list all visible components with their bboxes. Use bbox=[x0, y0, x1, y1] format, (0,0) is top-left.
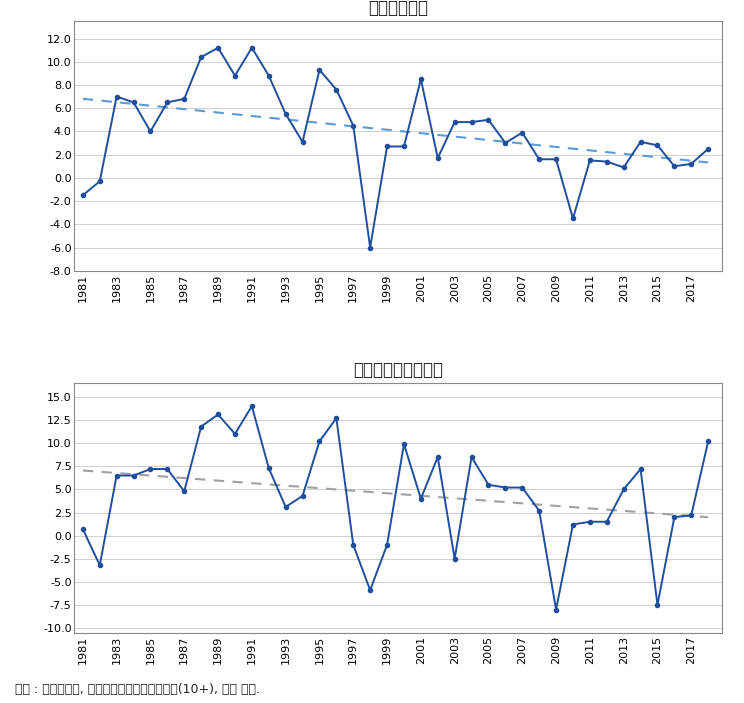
Title: 실질시간당총액임금: 실질시간당총액임금 bbox=[353, 361, 443, 379]
Title: 실질총액임금: 실질총액임금 bbox=[368, 0, 428, 17]
Text: 자료 : 고용노동부, 「임금구조기본통계조사」(10+), 저자 계산.: 자료 : 고용노동부, 「임금구조기본통계조사」(10+), 저자 계산. bbox=[15, 683, 260, 696]
